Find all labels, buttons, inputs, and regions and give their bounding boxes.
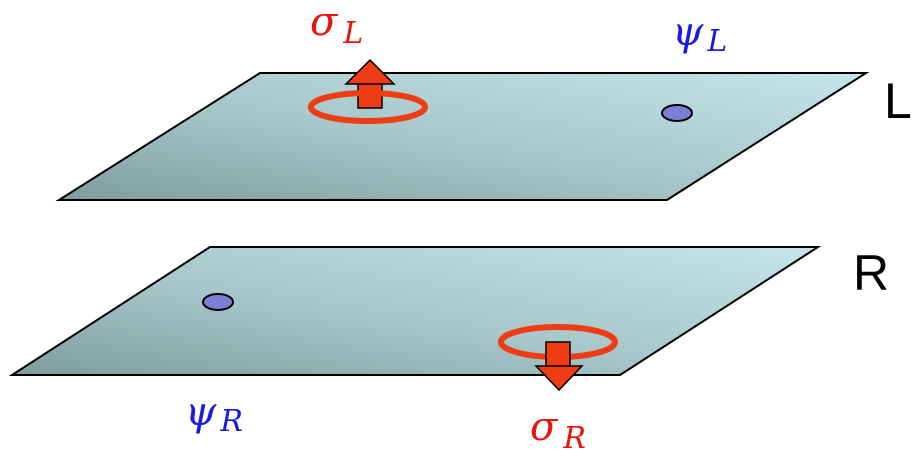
symbol: ψ: [672, 9, 704, 55]
diagram: σL ψL L R ψR σR: [0, 0, 914, 457]
plane-label-r: R: [853, 245, 889, 301]
subscript: R: [219, 404, 243, 439]
plane-label-l: L: [884, 73, 912, 129]
subscript: L: [706, 24, 727, 59]
particle-r: [203, 294, 233, 310]
subscript: L: [342, 16, 363, 51]
page: {"planes": [ {"label": "L", "spin": {"sy…: [0, 0, 914, 457]
plane-r: [12, 247, 818, 375]
plane-l: [59, 73, 866, 200]
subscript: R: [562, 421, 586, 456]
symbol: σ: [310, 0, 339, 45]
symbol: ψ: [185, 389, 217, 435]
symbol: σ: [530, 404, 559, 450]
particle-l: [662, 105, 692, 121]
